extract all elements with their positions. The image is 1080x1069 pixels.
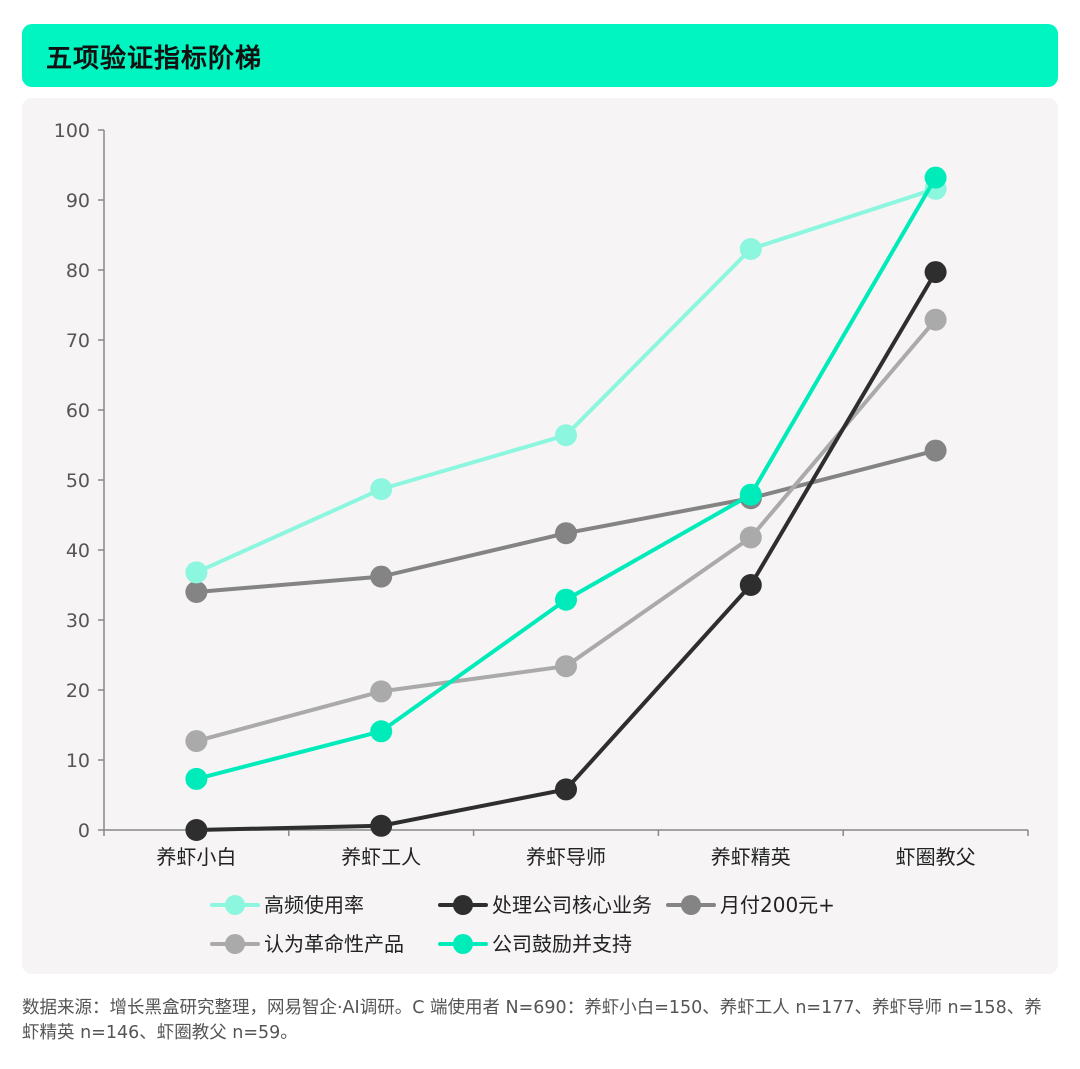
x-tick-label: 虾圈教父 bbox=[896, 845, 976, 869]
series-line bbox=[194, 186, 938, 575]
data-point bbox=[739, 238, 762, 260]
title-bar: 五项验证指标阶梯 bbox=[22, 24, 1058, 87]
y-tick-label: 50 bbox=[66, 470, 90, 492]
data-point bbox=[185, 581, 208, 603]
data-point bbox=[370, 680, 393, 703]
data-point bbox=[739, 526, 762, 549]
legend-label: 公司鼓励并支持 bbox=[492, 932, 632, 956]
x-tick-label: 养虾工人 bbox=[341, 845, 421, 869]
data-point bbox=[924, 166, 947, 189]
data-point bbox=[555, 522, 577, 545]
legend-marker bbox=[453, 934, 473, 954]
data-point bbox=[370, 814, 393, 837]
legend-marker bbox=[225, 895, 245, 915]
data-point bbox=[739, 574, 762, 596]
series-line bbox=[194, 270, 938, 832]
legend-label: 处理公司核心业务 bbox=[492, 893, 652, 917]
y-tick-label: 100 bbox=[54, 120, 90, 142]
source-note: 数据来源：增长黑盒研究整理，网易智企·AI调研。C 端使用者 N=690：养虾小… bbox=[22, 998, 1042, 1043]
y-tick-label: 80 bbox=[66, 260, 90, 282]
data-point bbox=[185, 561, 208, 584]
data-point bbox=[739, 483, 762, 506]
legend-marker bbox=[453, 895, 473, 915]
chart-title: 五项验证指标阶梯 bbox=[46, 44, 263, 74]
data-point bbox=[924, 439, 947, 462]
data-point bbox=[555, 778, 577, 801]
x-tick-label: 养虾导师 bbox=[526, 845, 606, 869]
data-point bbox=[555, 588, 577, 611]
data-point bbox=[555, 655, 577, 678]
data-point bbox=[370, 720, 393, 743]
y-tick-label: 90 bbox=[66, 190, 90, 212]
data-point bbox=[555, 424, 577, 447]
legend-marker bbox=[681, 895, 701, 915]
y-tick-label: 20 bbox=[66, 680, 90, 702]
legend-label: 高频使用率 bbox=[264, 893, 364, 917]
y-tick-label: 10 bbox=[66, 750, 90, 772]
data-point bbox=[185, 767, 208, 790]
data-point bbox=[370, 565, 393, 588]
x-tick-label: 养虾小白 bbox=[156, 845, 236, 869]
legend-label: 认为革命性产品 bbox=[264, 932, 404, 956]
y-tick-label: 40 bbox=[66, 540, 90, 562]
data-point bbox=[924, 308, 947, 331]
y-tick-label: 70 bbox=[66, 330, 90, 352]
y-tick-label: 60 bbox=[66, 400, 90, 422]
data-point bbox=[924, 261, 947, 284]
line-chart: 0 10 20 30 40 50 60 70 80 90 100 养虾小白 养虾工人 养虾导师 养虾精英 虾圈… bbox=[54, 120, 1029, 956]
legend-marker bbox=[225, 934, 245, 954]
data-point bbox=[185, 730, 208, 753]
data-point bbox=[185, 819, 208, 841]
legend-label: 月付200元+ bbox=[720, 893, 835, 917]
data-point bbox=[370, 478, 393, 501]
y-tick-label: 0 bbox=[78, 820, 90, 842]
x-tick-label: 养虾精英 bbox=[711, 845, 791, 869]
y-tick-label: 30 bbox=[66, 610, 90, 632]
